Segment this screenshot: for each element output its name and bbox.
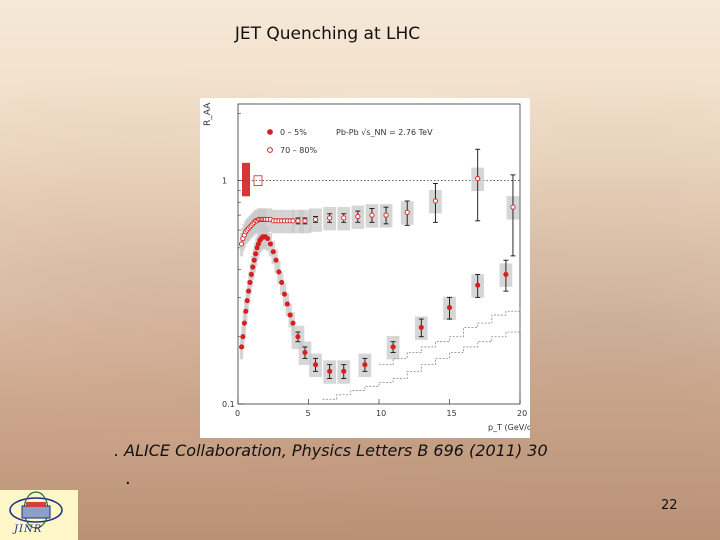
- data-point-central: [390, 344, 396, 350]
- data-point-peripheral: [355, 213, 361, 220]
- data-point-peripheral: [313, 216, 319, 222]
- x-axis-label: p_T (GeV/c): [488, 423, 530, 432]
- data-point-peripheral: [295, 218, 301, 224]
- energy-annotation: Pb-Pb √s_NN = 2.76 TeV: [336, 128, 433, 137]
- data-point-central: [281, 291, 288, 297]
- data-point-central: [244, 298, 250, 304]
- data-point-peripheral: [290, 218, 296, 224]
- data-point-central: [295, 334, 301, 340]
- data-point-central: [279, 279, 285, 285]
- data-point-central: [238, 344, 245, 350]
- raa-chart: 0 5 10 15 20 0.1 1 p_T (GeV/c) R_AA 0 – 5% 70 – 80…: [200, 98, 534, 438]
- data-point-peripheral: [341, 215, 347, 221]
- data-point-central: [253, 251, 259, 257]
- data-point-central: [290, 320, 296, 326]
- data-point-central: [302, 349, 308, 356]
- data-point-central: [267, 241, 273, 247]
- data-point-central: [341, 368, 347, 374]
- data-point-peripheral: [369, 212, 375, 218]
- data-point-peripheral: [327, 215, 333, 221]
- dashed-curve: [379, 307, 521, 366]
- slide-title: JET Quenching at LHC: [234, 24, 421, 44]
- data-point-peripheral: [432, 198, 438, 204]
- data-point-central: [251, 257, 257, 263]
- data-point-central: [287, 312, 293, 318]
- data-point-central: [265, 235, 271, 242]
- data-point-central: [313, 362, 319, 368]
- raa-chart-svg: 0 5 10 15 20 0.1 1 p_T (GeV/c) R_AA 0 – 5% 70 – 80…: [203, 102, 534, 432]
- data-point-central: [327, 368, 333, 374]
- jinr-logo: JINR: [0, 490, 78, 540]
- dashed-curve: [322, 327, 521, 400]
- norm-box-central: [242, 162, 250, 197]
- data-point-peripheral: [383, 212, 389, 218]
- data-point-central: [250, 264, 256, 270]
- y-tick-label: 1: [222, 177, 227, 186]
- data-point-central: [475, 282, 481, 288]
- data-point-central: [248, 271, 254, 277]
- data-point-central: [418, 324, 424, 331]
- legend-marker: [267, 129, 273, 135]
- data-point-peripheral: [238, 241, 245, 247]
- data-point-central: [273, 257, 279, 263]
- data-point-central: [270, 249, 276, 255]
- data-point-central: [276, 269, 282, 275]
- data-point-central: [246, 288, 252, 294]
- x-tick-label: 10: [376, 409, 386, 418]
- data-point-central: [243, 308, 249, 314]
- citation-text: . ALICE Collaboration, Physics Letters B…: [114, 441, 548, 460]
- x-tick-label: 0: [235, 409, 240, 418]
- y-tick-label: 0.1: [222, 400, 235, 409]
- data-point-central: [503, 271, 509, 277]
- data-point-peripheral: [475, 176, 481, 182]
- data-point-central: [241, 320, 247, 326]
- data-point-central: [362, 362, 368, 368]
- data-point-peripheral: [510, 204, 516, 210]
- legend-label: 70 – 80%: [280, 146, 317, 155]
- x-tick-label: 20: [517, 409, 527, 418]
- x-tick-label: 5: [306, 409, 311, 418]
- citation-dot: .: [125, 468, 131, 489]
- x-tick-label: 15: [447, 409, 457, 418]
- data-point-central: [284, 301, 290, 307]
- norm-box-peripheral: [253, 175, 263, 186]
- logo-text: JINR: [14, 524, 43, 535]
- data-point-peripheral: [404, 209, 410, 215]
- jinr-logo-icon: [9, 491, 63, 529]
- legend-marker: [267, 147, 273, 153]
- data-point-central: [240, 334, 246, 340]
- page-number: 22: [661, 498, 678, 513]
- data-point-central: [247, 279, 253, 285]
- y-axis-label: R_AA: [203, 102, 213, 126]
- legend-label: 0 – 5%: [280, 128, 307, 137]
- data-point-central: [446, 305, 453, 311]
- data-point-peripheral: [302, 218, 308, 224]
